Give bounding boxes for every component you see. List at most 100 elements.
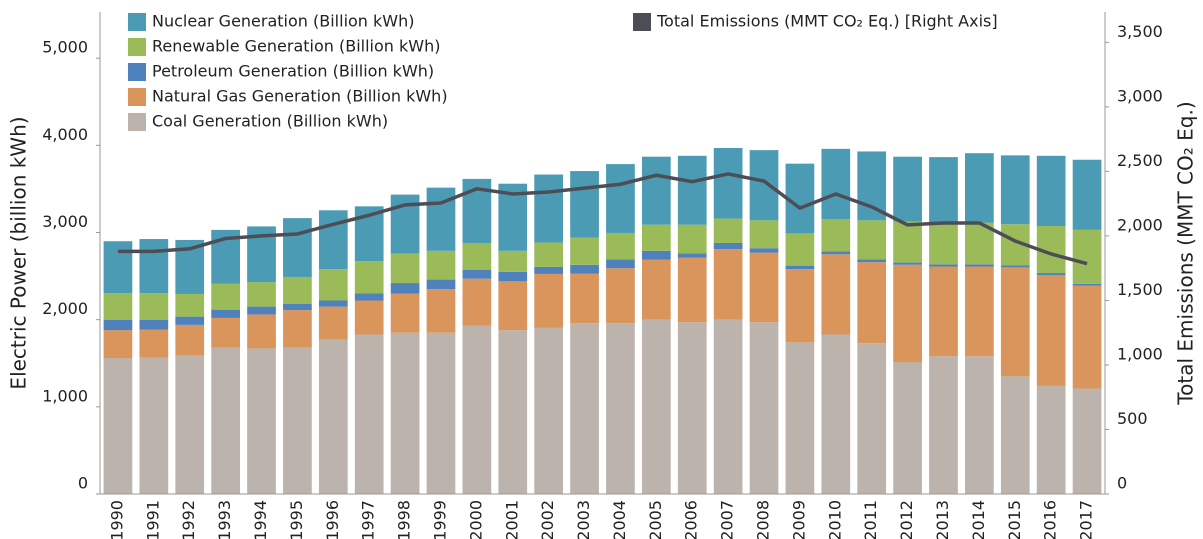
y-tick-label: 4,000 xyxy=(42,125,88,144)
bar-segment xyxy=(354,300,384,335)
bar-segment xyxy=(103,293,133,320)
bar-segment xyxy=(426,279,456,290)
bar-segment xyxy=(498,250,528,272)
bar-segment xyxy=(247,314,276,349)
y-tick-label: 2,000 xyxy=(42,299,88,318)
bar-segment xyxy=(1072,283,1102,286)
bar-segment xyxy=(103,358,133,494)
y2-tick-label: 0 xyxy=(1117,474,1127,493)
x-tick-label: 2015 xyxy=(1005,500,1024,539)
bar-segment xyxy=(247,348,276,494)
bar-segment xyxy=(283,347,312,494)
y2-tick-label: 3,000 xyxy=(1117,86,1163,105)
bar-segment xyxy=(641,156,671,225)
y-tick-label: 0 xyxy=(78,474,88,493)
bar-segment xyxy=(641,250,671,260)
bar-segment xyxy=(1036,273,1066,276)
bar-segment xyxy=(821,219,851,252)
legend-swatch xyxy=(128,63,146,81)
x-tick-label: 2009 xyxy=(789,500,808,539)
bar-segment xyxy=(570,323,599,494)
bar-segment xyxy=(1000,267,1030,377)
bar-segment xyxy=(318,339,348,494)
bar-segment xyxy=(426,250,456,280)
bar-segment xyxy=(390,332,420,494)
legend-label: Petroleum Generation (Billion kWh) xyxy=(152,62,434,81)
legend-label: Coal Generation (Billion kWh) xyxy=(152,112,388,131)
bar-segment xyxy=(821,254,851,335)
bar-segment xyxy=(641,224,671,251)
bar-segment xyxy=(534,242,564,267)
legend-swatch xyxy=(633,13,651,31)
bar-segment xyxy=(713,249,743,320)
bar-segment xyxy=(893,264,922,363)
x-tick-label: 1997 xyxy=(359,500,378,539)
bar-segment xyxy=(893,362,922,494)
bar-segment xyxy=(103,330,133,359)
x-tick-label: 2000 xyxy=(466,500,485,539)
bar-segment xyxy=(175,316,205,325)
bar-segment xyxy=(785,163,815,234)
x-tick-label: 2014 xyxy=(969,500,988,539)
x-tick-label: 1993 xyxy=(215,500,234,539)
bar-segment xyxy=(785,265,815,270)
bar-segment xyxy=(426,187,456,251)
x-tick-label: 2008 xyxy=(754,500,773,539)
x-tick-label: 1992 xyxy=(179,500,198,539)
bar-segment xyxy=(354,334,384,494)
bar-segment xyxy=(965,153,994,223)
bar-segment xyxy=(713,218,743,243)
bar-segment xyxy=(211,309,240,318)
bar-segment xyxy=(749,150,779,221)
legend-swatch xyxy=(128,113,146,131)
bar-segment xyxy=(677,253,707,258)
bar-segment xyxy=(247,282,276,307)
bar-segment xyxy=(103,241,133,294)
bar-segment xyxy=(283,310,312,348)
x-tick-label: 2011 xyxy=(861,500,880,539)
bar-segment xyxy=(462,325,492,494)
x-tick-label: 2004 xyxy=(610,500,629,539)
bar-segment xyxy=(318,210,348,270)
bar-segment xyxy=(857,343,887,494)
bar-segment xyxy=(1000,265,1030,268)
y2-tick-label: 2,000 xyxy=(1117,215,1163,234)
bar-segment xyxy=(139,357,169,494)
bar-segment xyxy=(498,281,528,331)
bar-segment xyxy=(677,224,707,254)
bar-segment xyxy=(570,171,599,238)
x-tick-label: 2017 xyxy=(1077,500,1096,539)
bar-segment xyxy=(965,264,994,267)
y-axis-title: Electric Power (billion kWh) xyxy=(7,116,31,389)
bar-segment xyxy=(139,293,169,320)
legend-swatch xyxy=(128,88,146,106)
bar-segment xyxy=(318,306,348,340)
y2-tick-label: 1,000 xyxy=(1117,344,1163,363)
bar-segment xyxy=(641,319,671,494)
bar-segment xyxy=(713,242,743,250)
bar-segment xyxy=(1000,155,1030,225)
legend-label: Renewable Generation (Billion kWh) xyxy=(152,37,440,56)
y2-tick-label: 3,500 xyxy=(1117,22,1163,41)
bar-segment xyxy=(498,330,528,494)
bar-segment xyxy=(211,317,240,348)
x-tick-label: 1994 xyxy=(251,500,270,539)
bar-segment xyxy=(929,224,958,265)
bar-segment xyxy=(606,164,635,233)
bar-segment xyxy=(283,303,312,311)
bar-segment xyxy=(534,174,564,243)
bar-segment xyxy=(857,220,887,260)
y2-tick-label: 500 xyxy=(1117,409,1148,428)
x-tick-label: 1999 xyxy=(430,500,449,539)
bar-segment xyxy=(283,218,312,277)
bar-segment xyxy=(606,232,635,260)
x-tick-label: 2016 xyxy=(1041,500,1060,539)
bar-segment xyxy=(211,283,240,310)
bar-segment xyxy=(498,271,528,282)
bar-segment xyxy=(354,293,384,301)
bar-segment xyxy=(534,273,564,328)
bar-segment xyxy=(606,323,635,494)
bar-segment xyxy=(354,261,384,294)
bar-segment xyxy=(390,293,420,333)
bar-segment xyxy=(175,355,205,494)
